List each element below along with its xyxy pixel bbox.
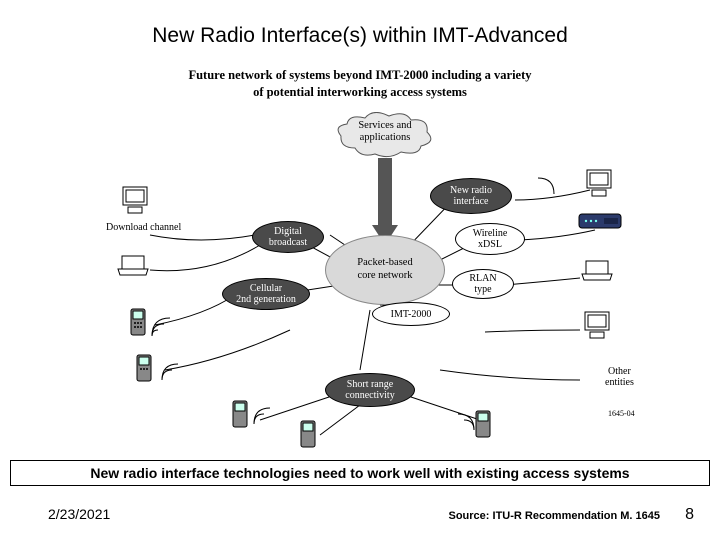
digital-broadcast-label: Digital broadcast <box>269 226 307 248</box>
network-diagram: Services and applications Packet-based c… <box>60 70 660 450</box>
imt2000-label: IMT-2000 <box>391 309 432 320</box>
wireline-node: Wireline xDSL <box>455 223 525 255</box>
new-radio-node: New radio interface <box>430 178 512 214</box>
services-cloud: Services and applications <box>335 112 435 158</box>
rlan-label: RLAN type <box>469 273 496 295</box>
other-entities-label: Other entities <box>605 366 634 388</box>
digital-broadcast-node: Digital broadcast <box>252 221 324 253</box>
laptop-icon <box>580 260 614 282</box>
signal-arcs-icon <box>160 356 188 384</box>
download-channel-label: Download channel <box>106 222 181 233</box>
modem-icon <box>578 210 622 230</box>
core-network-node: Packet-based core network <box>325 235 445 305</box>
imt2000-node: IMT-2000 <box>372 302 450 326</box>
desktop-icon <box>582 310 612 340</box>
laptop-icon <box>116 255 150 277</box>
mobile-icon <box>232 400 248 428</box>
short-range-label: Short range connectivity <box>345 379 394 401</box>
signal-arcs-icon <box>252 400 280 428</box>
cellular-2g-node: Cellular 2nd generation <box>222 278 310 310</box>
desktop-icon <box>584 168 614 198</box>
slide-title: New Radio Interface(s) within IMT-Advanc… <box>0 24 720 48</box>
page-number: 8 <box>685 506 694 524</box>
mobile-icon <box>136 354 152 382</box>
new-radio-label: New radio interface <box>450 185 492 207</box>
short-range-node: Short range connectivity <box>325 373 415 407</box>
wireline-label: Wireline xDSL <box>473 228 508 250</box>
signal-arcs-icon <box>530 170 558 198</box>
rlan-node: RLAN type <box>452 269 514 299</box>
figure-ref: 1645-04 <box>608 410 635 419</box>
signal-arcs-icon <box>150 310 180 340</box>
services-label: Services and applications <box>335 112 435 143</box>
slide-date: 2/23/2021 <box>48 506 110 522</box>
footer-message: New radio interface technologies need to… <box>10 460 710 486</box>
mobile-icon <box>130 308 146 336</box>
source-citation: Source: ITU-R Recommendation M. 1645 <box>449 510 661 522</box>
signal-arcs-icon <box>450 406 478 434</box>
mobile-icon <box>300 420 316 448</box>
cellular-2g-label: Cellular 2nd generation <box>236 283 296 305</box>
desktop-icon <box>120 185 150 215</box>
core-label: Packet-based core network <box>357 257 412 282</box>
